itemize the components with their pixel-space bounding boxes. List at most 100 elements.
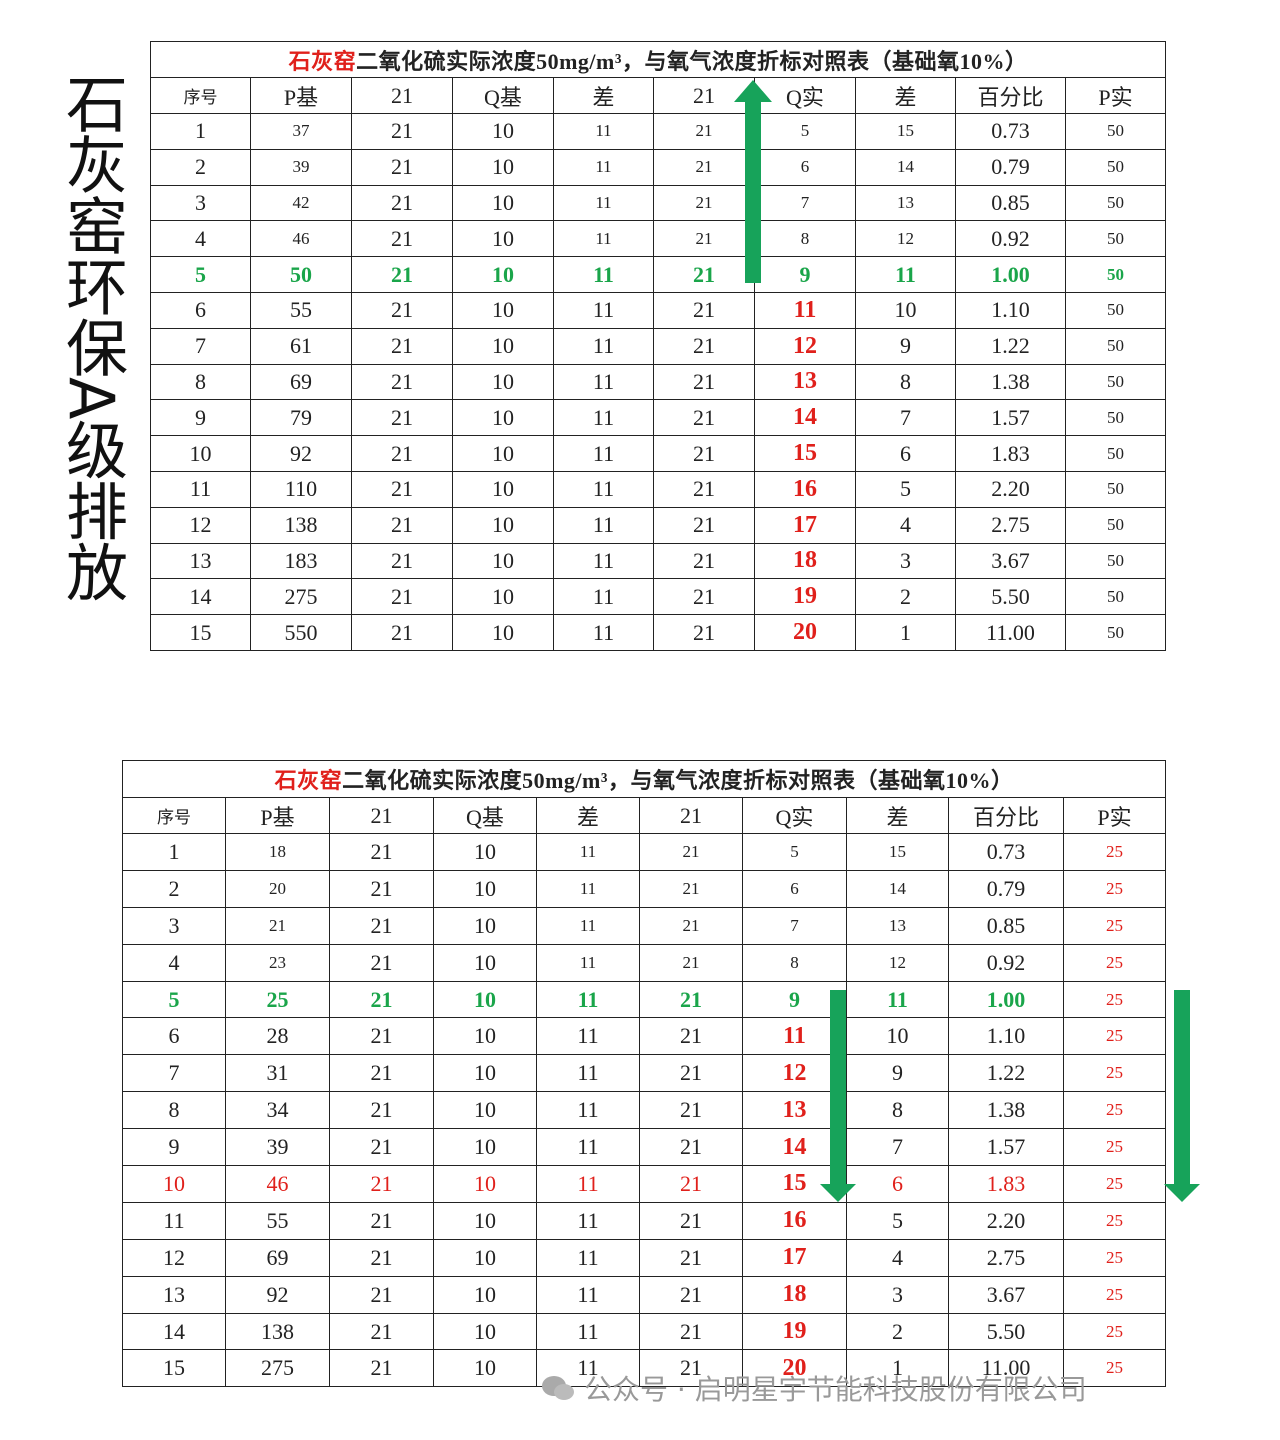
cell: 69 [250,363,352,401]
watermark-text: 公众号 · 启明星宇节能科技股份有限公司 [584,1373,1087,1406]
cell: 10 [433,1238,537,1277]
cell: 25 [1062,869,1167,908]
table-title: 石灰窑二氧化硫实际浓度50mg/m³，与氧气浓度折标对照表（基础氧10%） [121,760,1167,798]
cell: 1.57 [955,399,1066,437]
row: 11 55 21 10 11 21 16 5 2.20 25 [122,1201,1167,1240]
header-row: 序号 P基 21 Q基差 21 Q实差百分比 P实 [150,77,1167,114]
cell: 11 [150,470,251,508]
cell: 42 [250,184,352,222]
row: 5 25 21 10 11 21 9 11 1.00 25 [122,980,1167,1019]
cell: 18 [754,542,856,580]
cell: 19 [742,1312,847,1351]
cell: 11 [553,363,654,401]
row: 8 69 21 10 11 21 13 8 1.38 50 [150,363,1167,401]
cell: 3.67 [948,1275,1064,1314]
cell: 7 [754,184,856,222]
cell: 11 [536,1238,640,1277]
cell: 21 [653,614,755,651]
cell: 5 [122,980,226,1019]
cell: 21 [639,906,743,945]
cell: 50 [1064,363,1167,401]
header-cell: 差 [536,797,640,834]
cell: 21 [653,184,755,222]
cell: 21 [351,614,453,651]
cell: 11 [553,256,654,293]
cell: 92 [225,1275,330,1314]
cell: 21 [329,869,434,908]
cell: 11 [536,833,640,871]
cell: 39 [225,1128,330,1167]
cell: 11 [553,220,654,258]
cell: 11 [742,1017,847,1056]
cell: 11 [553,291,654,329]
cell: 11 [536,1165,640,1203]
cell: 0.73 [948,833,1064,871]
cell: 10 [452,506,554,544]
cell: 50 [1064,113,1167,150]
cell: 275 [250,578,352,616]
watermark: 公众号 · 启明星宇节能科技股份有限公司 [540,1368,1087,1408]
cell: 11 [536,943,640,982]
cell: 0.73 [955,113,1066,150]
title-text: 二氧化硫实际浓度50mg/m³，与氧气浓度折标对照表（基础氧10%） [356,48,1028,74]
cell: 12 [754,327,856,365]
cell: 9 [742,980,847,1019]
cell: 46 [250,220,352,258]
row: 5 50 21 10 11 21 9 11 1.00 50 [150,256,1167,293]
row: 12 69 21 10 11 21 17 4 2.75 25 [122,1238,1167,1277]
cell: 10 [452,220,554,258]
cell: 550 [250,614,352,651]
cell: 10 [433,943,537,982]
cell: 1.00 [948,980,1064,1019]
wechat-icon [542,1376,574,1400]
cell: 21 [639,1054,743,1093]
cell: 183 [250,542,352,580]
row: 6 55 21 10 11 21 11 10 1.10 50 [150,291,1167,329]
cell: 21 [329,1091,434,1130]
cell: 50 [1064,578,1167,616]
cell: 10 [452,578,554,616]
header-row: 序号 P基 21 Q基差 21 Q实差百分比 P实 [122,797,1167,834]
cell: 1.10 [948,1017,1064,1056]
cell: 0.92 [948,943,1064,982]
header-cell: Q实 [742,797,847,834]
row: 8 34 21 10 11 21 13 8 1.38 25 [122,1091,1167,1130]
cell: 8 [846,1091,949,1130]
cell: 16 [742,1201,847,1240]
cell: 21 [351,220,453,258]
row: 1 37 21 10 11 21 5 15 0.73 50 [150,113,1167,150]
cell: 14 [742,1128,847,1167]
cell: 5 [742,833,847,871]
cell: 34 [225,1091,330,1130]
cell: 13 [754,363,856,401]
row: 9 79 21 10 11 21 14 7 1.57 50 [150,399,1167,437]
cell: 5 [150,256,251,293]
cell: 11 [536,1054,640,1093]
title-text: 二氧化硫实际浓度50mg/m³，与氧气浓度折标对照表（基础氧10%） [342,768,1014,793]
cell: 20 [225,869,330,908]
cell: 10 [452,399,554,437]
cell: 21 [351,470,453,508]
cell: 1.38 [948,1091,1064,1130]
cell: 1.22 [948,1054,1064,1093]
cell: 5 [754,113,856,150]
cell: 10 [433,869,537,908]
cell: 21 [351,256,453,293]
header-cell: 百分比 [955,77,1066,114]
cell: 17 [754,506,856,544]
row: 3 21 21 10 11 21 7 13 0.85 25 [122,906,1167,945]
cell: 21 [351,113,453,150]
cell: 2 [122,869,226,908]
cell: 10 [452,363,554,401]
cell: 25 [1062,1054,1167,1093]
cell: 21 [329,1017,434,1056]
cell: 2.20 [955,470,1066,508]
cell: 21 [329,1054,434,1093]
cell: 11 [536,1128,640,1167]
cell: 21 [351,399,453,437]
row: 4 23 21 10 11 21 8 12 0.92 25 [122,943,1167,982]
cell: 1 [150,113,251,150]
row: 2 39 21 10 11 21 6 14 0.79 50 [150,148,1167,186]
cell: 5.50 [955,578,1066,616]
cell: 14 [122,1312,226,1351]
